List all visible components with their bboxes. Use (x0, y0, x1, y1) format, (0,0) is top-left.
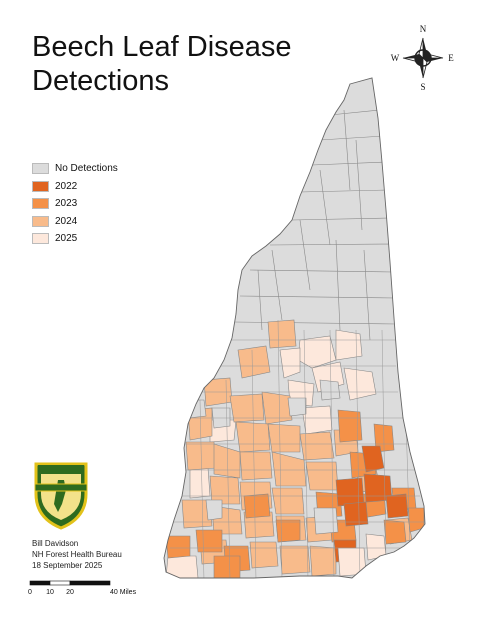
legend-label: 2023 (55, 198, 78, 210)
legend-label: 2025 (55, 233, 78, 245)
legend-swatch (32, 198, 49, 210)
legend-label: No Detections (55, 163, 118, 175)
scale-tick-label: 10 (46, 589, 54, 596)
legend-item-2023: 2023 (32, 195, 118, 213)
credit-organization: NH Forest Health Bureau (32, 550, 122, 559)
scale-tick-label: 20 (66, 589, 74, 596)
map-title: Beech Leaf Disease Detections (32, 30, 292, 98)
legend-label: 2022 (55, 180, 78, 192)
compass-west-label: W (391, 53, 400, 63)
map-legend: No Detections 2022 2023 2024 2025 (32, 160, 118, 248)
legend-swatch (32, 215, 49, 227)
legend-item-no-detections: No Detections (32, 160, 118, 178)
title-line-1: Beech Leaf Disease (32, 31, 292, 63)
map-credits: Bill Davidson NH Forest Health Bureau 18… (32, 538, 122, 571)
legend-item-2022: 2022 (32, 178, 118, 196)
state-outline (163, 77, 426, 579)
compass-south-label: S (420, 82, 425, 92)
scale-tick-label: 0 (28, 589, 32, 596)
legend-item-2024: 2024 (32, 213, 118, 231)
compass-rose-icon: N S E W (391, 24, 455, 92)
credit-date: 18 September 2025 (32, 561, 103, 570)
title-line-2: Detections (32, 65, 170, 97)
nh-forests-lands-logo (34, 462, 88, 530)
legend-swatch (32, 233, 49, 245)
compass-north-label: N (420, 24, 427, 34)
legend-label: 2024 (55, 215, 78, 227)
legend-swatch (32, 163, 49, 175)
scale-bar: 0 10 20 40 Miles (28, 580, 137, 596)
compass-east-label: E (448, 53, 454, 63)
town-polygons (164, 78, 425, 578)
credit-author: Bill Davidson (32, 539, 79, 548)
legend-item-2025: 2025 (32, 230, 118, 248)
scale-tick-label: 40 Miles (110, 589, 137, 596)
legend-swatch (32, 180, 49, 192)
